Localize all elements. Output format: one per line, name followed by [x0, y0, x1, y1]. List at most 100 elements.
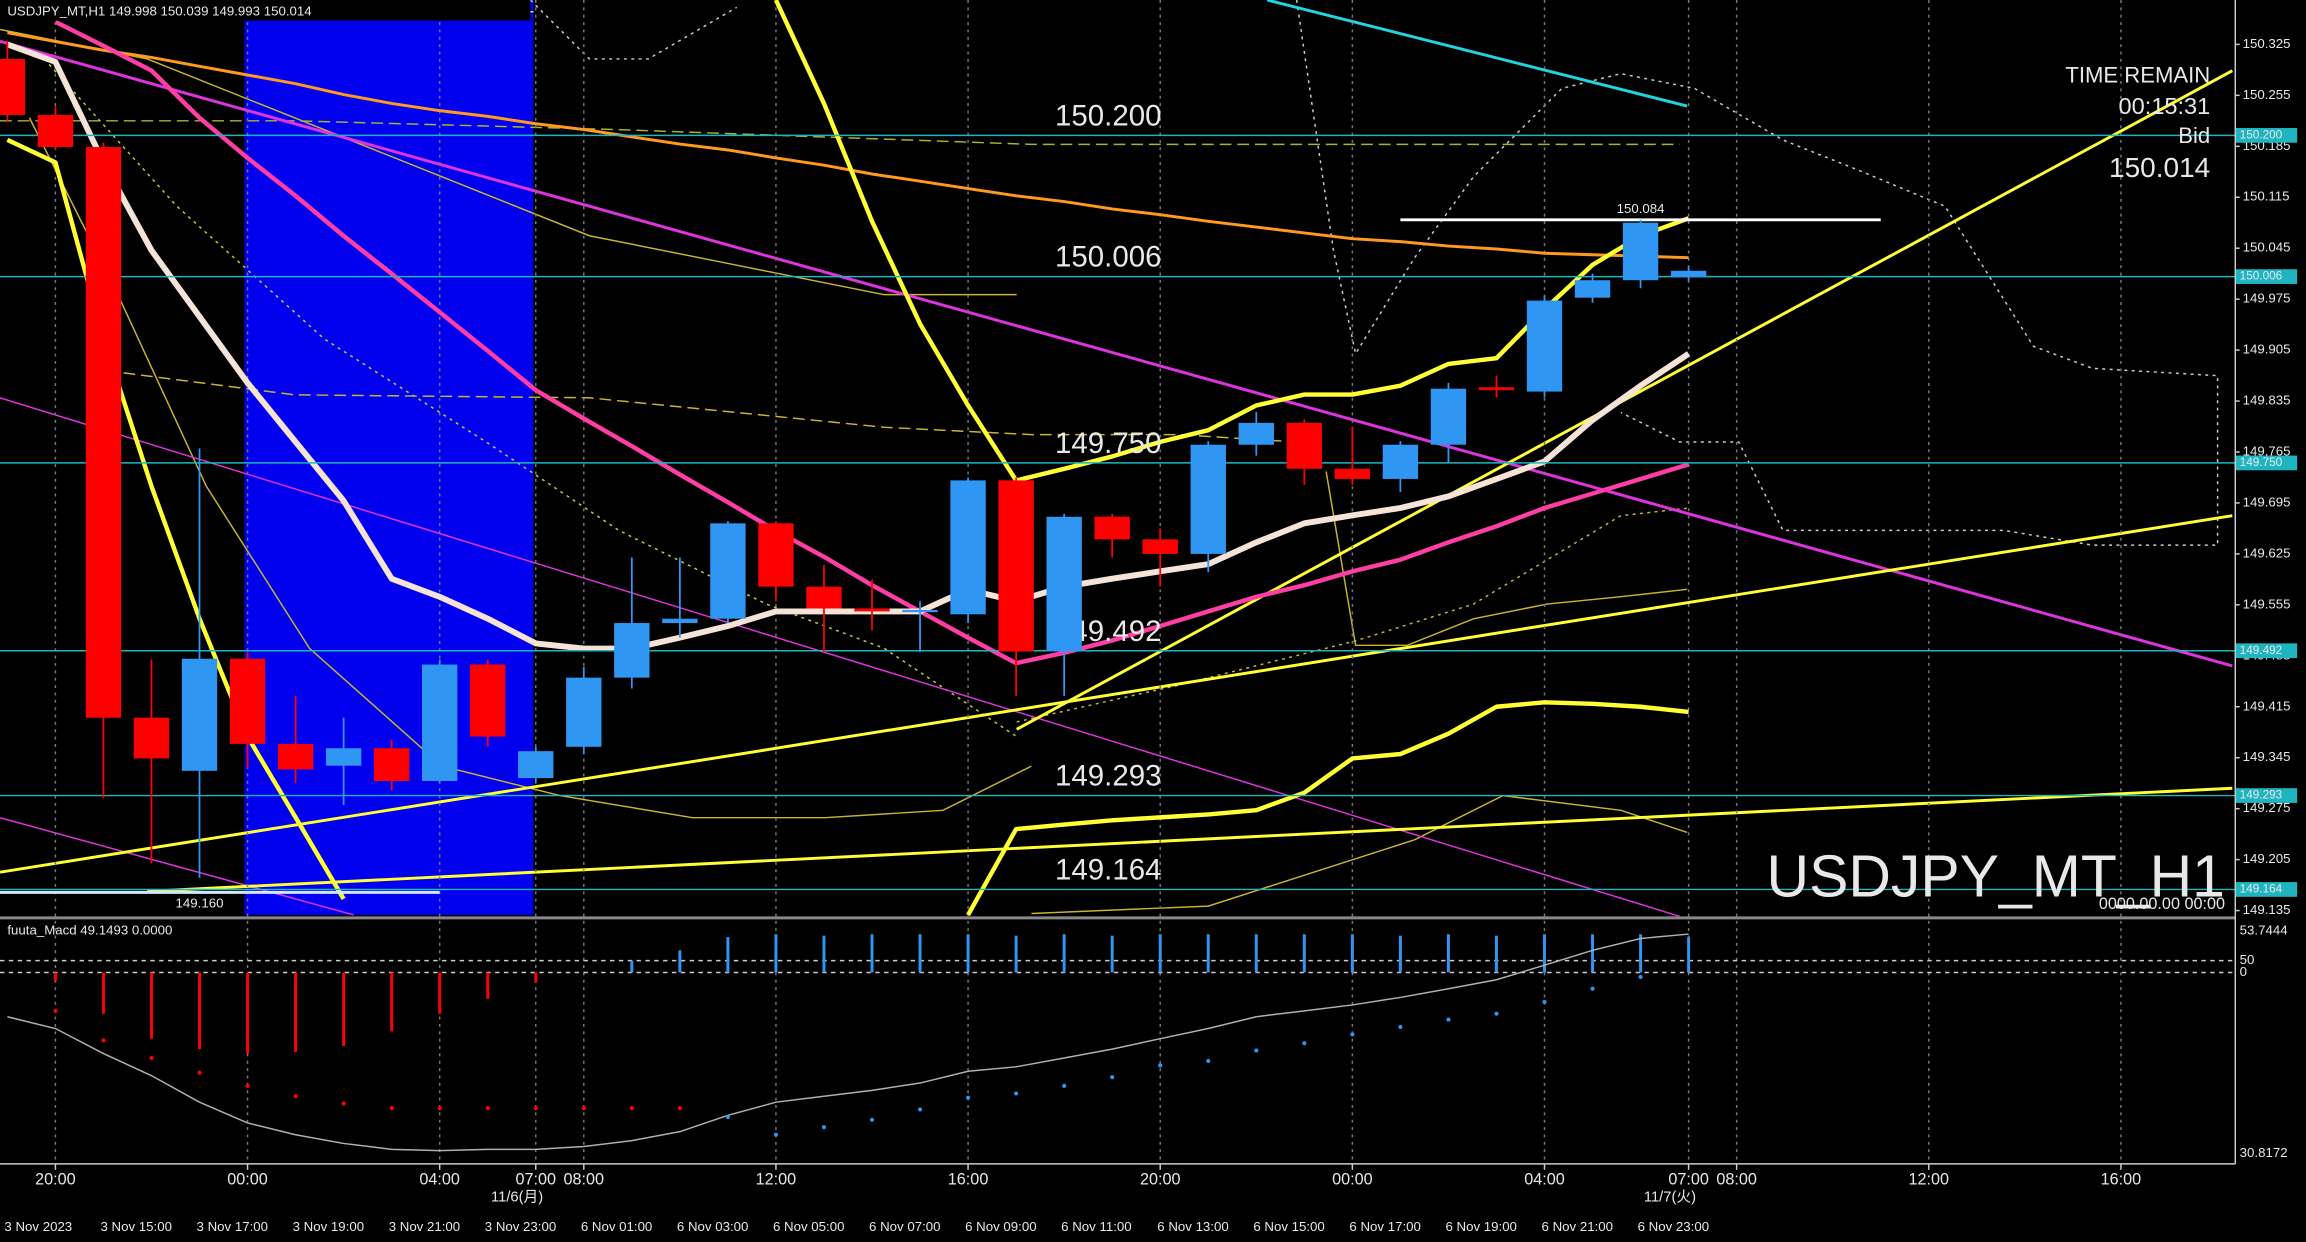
price-box-label: 149.750	[2240, 456, 2283, 469]
candle-body	[277, 743, 314, 770]
indicator-line	[966, 700, 1689, 917]
signal-dot	[821, 1125, 827, 1130]
dotted-line	[43, 58, 1018, 738]
signal-dot	[293, 1094, 298, 1099]
candle-body	[1238, 422, 1274, 445]
signal-dot	[629, 1105, 634, 1111]
level-label: 150.006	[1055, 241, 1161, 274]
bid-label: Bid	[2178, 123, 2210, 148]
signal-dot	[869, 1117, 875, 1122]
y-tick-label: 149.345	[2243, 749, 2291, 764]
candle-body	[1334, 468, 1371, 479]
x-tick-label: 04:00	[419, 1170, 460, 1188]
signal-dot	[1302, 1041, 1307, 1046]
candle-body	[1190, 444, 1226, 554]
y-tick-label: 149.695	[2243, 494, 2291, 509]
signal-dot	[1110, 1075, 1115, 1080]
signal-dot	[53, 1008, 58, 1013]
x-tick-label: 00:00	[227, 1170, 268, 1188]
candle-body	[0, 58, 26, 116]
candle-body	[470, 664, 506, 737]
y-tick-label: 150.045	[2243, 240, 2291, 255]
price-box	[2235, 788, 2298, 803]
trend-line	[1266, 0, 1688, 108]
date-time-label: 3 Nov 2023	[4, 1219, 72, 1234]
y-tick-label: 149.835	[2243, 393, 2291, 408]
price-box-label: 150.006	[2240, 270, 2283, 283]
macd-min-label: 30.8172	[2240, 1145, 2288, 1160]
price-box	[2235, 128, 2298, 143]
price-box-label: 149.164	[2240, 883, 2283, 896]
price-box	[2235, 882, 2298, 897]
date-time-label: 6 Nov 09:00	[965, 1219, 1036, 1234]
candle-body	[758, 523, 794, 587]
thin-line	[1031, 794, 1688, 915]
signal-dot	[725, 1114, 730, 1120]
trend-line	[0, 816, 354, 916]
x-tick-label: 20:00	[1140, 1170, 1181, 1188]
date-time-label: 6 Nov 23:00	[1638, 1219, 1709, 1234]
signal-dot	[533, 1105, 538, 1111]
countdown: 00:15:31	[2118, 93, 2210, 119]
dashed-line	[0, 120, 1680, 146]
y-tick-label: 149.275	[2243, 800, 2291, 815]
y-tick-label: 149.135	[2243, 902, 2291, 917]
candle-body	[37, 115, 74, 148]
signal-dot	[1590, 986, 1595, 991]
date-time-label: 6 Nov 05:00	[773, 1219, 844, 1234]
indicator-line	[6, 137, 346, 900]
level-label: 149.164	[1055, 854, 1161, 887]
signal-dot	[1014, 1091, 1019, 1096]
signal-dot	[1206, 1058, 1211, 1063]
signal-dot	[1446, 1017, 1451, 1022]
date-time-label: 6 Nov 11:00	[1061, 1219, 1131, 1234]
date-time-label: 6 Nov 15:00	[1253, 1219, 1324, 1234]
date-label: 11/6(月)	[491, 1190, 543, 1206]
level-label: 150.200	[1055, 99, 1161, 132]
price-box-label: 150.200	[2240, 128, 2283, 141]
signal-dot	[581, 1105, 586, 1111]
signal-dot	[437, 1105, 442, 1111]
candle-body	[1526, 300, 1563, 392]
candle-body	[1670, 270, 1707, 278]
date-time-label: 6 Nov 07:00	[869, 1219, 940, 1234]
macd-tick-label: 50	[2240, 952, 2255, 967]
candle-body	[85, 147, 122, 718]
candle-body	[1286, 422, 1323, 469]
x-tick-label: 20:00	[35, 1170, 76, 1188]
level-label: 149.293	[1055, 760, 1161, 793]
indicator-line	[7, 31, 1689, 260]
signal-dot	[1350, 1032, 1355, 1037]
candle-body	[1574, 280, 1611, 298]
signal-dot	[149, 1055, 154, 1061]
thin-line	[0, 28, 1017, 296]
x-tick-label: 12:00	[756, 1170, 797, 1188]
indicator-line	[6, 41, 1691, 652]
x-tick-label: 07:00	[1668, 1170, 1709, 1188]
macd-line	[7, 933, 1689, 1152]
signal-dot	[389, 1105, 394, 1111]
price-box-label: 149.492	[2240, 644, 2283, 657]
signal-dot	[1062, 1083, 1067, 1088]
candle-body	[662, 618, 698, 624]
candle-body	[133, 717, 170, 759]
trend-line	[147, 786, 2233, 893]
y-tick-label: 150.255	[2243, 87, 2291, 102]
date-time-label: 6 Nov 17:00	[1349, 1219, 1420, 1234]
candle-body	[1046, 516, 1082, 652]
thin-line	[1325, 471, 1688, 647]
x-tick-label: 12:00	[1909, 1170, 1950, 1188]
date-label: 11/7(火)	[1644, 1190, 1696, 1206]
candle-body	[806, 586, 842, 609]
candle-body	[325, 748, 362, 766]
candle-body	[1478, 387, 1515, 391]
date-time-label: 6 Nov 13:00	[1157, 1219, 1228, 1234]
bid-value: 150.014	[2109, 152, 2210, 183]
signal-dot	[101, 1038, 106, 1043]
y-tick-label: 149.625	[2243, 545, 2291, 560]
signal-dot	[773, 1132, 778, 1137]
date-time-label: 6 Nov 01:00	[581, 1219, 652, 1234]
